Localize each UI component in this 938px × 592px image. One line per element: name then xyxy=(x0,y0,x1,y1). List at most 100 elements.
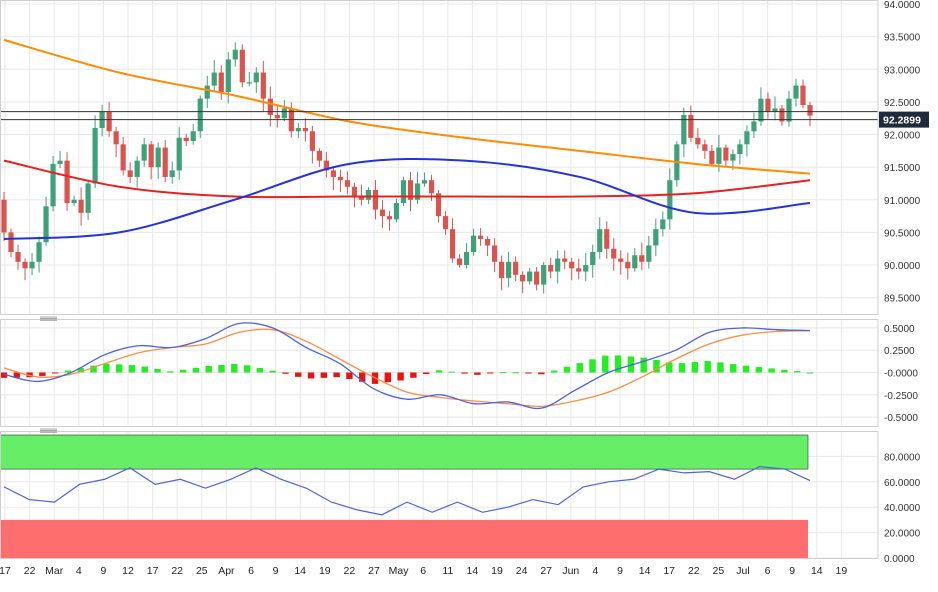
macd-histogram-bar xyxy=(435,370,443,373)
macd-histogram-bar xyxy=(755,367,763,373)
candle-body xyxy=(92,128,98,184)
macd-histogram-bar xyxy=(730,364,737,373)
candle-body xyxy=(428,180,435,194)
candle-body xyxy=(485,238,491,246)
y-axis-labels: 94.0000 93.5000 93.0000 92.5000 92.0000 91.50… xyxy=(884,0,921,565)
x-tick-label: 9 xyxy=(617,565,623,577)
macd-histogram-bar xyxy=(346,372,353,379)
candle-body xyxy=(232,49,238,60)
y-tick-label: 93.0000 xyxy=(884,65,921,76)
candle-body xyxy=(667,180,673,220)
candle-body xyxy=(772,108,778,112)
candle-body xyxy=(386,216,393,220)
macd-histogram-bar xyxy=(320,372,328,378)
macd-histogram-bar xyxy=(653,360,660,373)
candle-body xyxy=(765,98,771,112)
last-price-tag: 92.2899 xyxy=(879,111,929,128)
candle-body xyxy=(337,176,344,181)
candle-body xyxy=(120,144,126,171)
candle-body xyxy=(148,144,154,168)
candle-body xyxy=(316,150,322,161)
candle-body xyxy=(36,242,42,262)
macd-histogram-bar xyxy=(77,368,84,373)
x-tick-label: 25 xyxy=(196,565,208,577)
candle-body xyxy=(695,137,701,145)
macd-histogram-bar xyxy=(461,372,468,374)
grid xyxy=(0,0,878,559)
candle-body xyxy=(253,72,259,83)
macd-histogram-bar xyxy=(576,363,583,373)
candle-body xyxy=(183,137,189,142)
panel-resize-handles[interactable] xyxy=(40,316,57,433)
overbought-zone xyxy=(0,434,809,470)
x-tick-label: 27 xyxy=(368,565,380,577)
candle-body xyxy=(716,147,722,164)
panel-frame xyxy=(0,431,879,559)
macd-histogram-bar xyxy=(614,355,622,373)
resize-handle-icon[interactable] xyxy=(40,428,57,433)
x-tick-label: 4 xyxy=(592,565,598,577)
candle-body xyxy=(576,268,582,272)
candle-body xyxy=(632,255,638,269)
candle-body xyxy=(295,128,301,132)
oversold-zone xyxy=(0,519,808,558)
x-tick-label: Apr xyxy=(218,565,235,577)
y-tick-label: 0.5000 xyxy=(884,324,915,335)
macd-histogram-bar xyxy=(525,372,532,374)
macd-histogram-bar xyxy=(141,366,148,373)
candle-body xyxy=(793,85,799,99)
candle-body xyxy=(323,160,329,171)
macd-histogram-bar xyxy=(448,371,455,373)
x-axis-labels: 17 22 Mar 4 9 12 17 22 25 Apr 6 9 14 19 22 27 May 6 11 14 19… xyxy=(0,565,847,577)
panel-frame xyxy=(0,0,879,315)
macd-panel xyxy=(0,322,814,410)
candle-body xyxy=(583,265,589,272)
macd-histogram-bar xyxy=(26,372,33,378)
candle-body xyxy=(50,163,56,207)
sma-50-line xyxy=(3,157,811,240)
y-tick-label: -0.0000 xyxy=(884,369,918,380)
x-tick-label: 22 xyxy=(171,565,183,577)
candle-body xyxy=(85,183,91,213)
macd-histogram-bar xyxy=(512,372,519,374)
y-tick-label: 92.5000 xyxy=(884,98,921,109)
candle-body xyxy=(527,271,533,282)
candle-body xyxy=(751,121,757,132)
candle-body xyxy=(477,235,484,239)
candle-body xyxy=(737,144,743,155)
candle-body xyxy=(758,98,764,122)
candle-body xyxy=(435,193,442,217)
candle-body xyxy=(365,190,372,200)
macd-histogram-bar xyxy=(167,371,174,373)
candle-body xyxy=(155,147,161,168)
x-tick-label: 6 xyxy=(765,565,771,577)
candle-body xyxy=(274,114,280,119)
candle-body xyxy=(8,232,14,252)
resize-handle-icon[interactable] xyxy=(40,316,57,321)
macd-histogram-bar xyxy=(499,372,507,374)
candle-body xyxy=(57,160,63,164)
macd-histogram-bar xyxy=(397,372,404,381)
candle-body xyxy=(22,261,28,269)
x-tick-label: 14 xyxy=(811,565,823,577)
candle-body xyxy=(611,248,617,259)
candle-body xyxy=(660,219,666,230)
candle-body xyxy=(723,147,729,161)
candlestick-series xyxy=(1,42,813,294)
candle-body xyxy=(190,131,196,142)
macd-histogram-bar xyxy=(205,366,212,373)
candle-body xyxy=(64,160,70,204)
candle-body xyxy=(646,245,652,262)
x-tick-label: Jul xyxy=(736,565,749,577)
candle-body xyxy=(106,111,112,132)
candle-body xyxy=(134,160,140,177)
candle-body xyxy=(421,180,428,184)
candle-body xyxy=(330,170,337,177)
macd-histogram-bar xyxy=(781,369,788,373)
macd-histogram-bar xyxy=(538,372,545,375)
candle-body xyxy=(618,258,624,262)
macd-histogram-bar xyxy=(486,372,494,374)
y-tick-label: 89.5000 xyxy=(884,294,921,305)
x-tick-label: 27 xyxy=(540,565,552,577)
candle-body xyxy=(653,229,659,246)
